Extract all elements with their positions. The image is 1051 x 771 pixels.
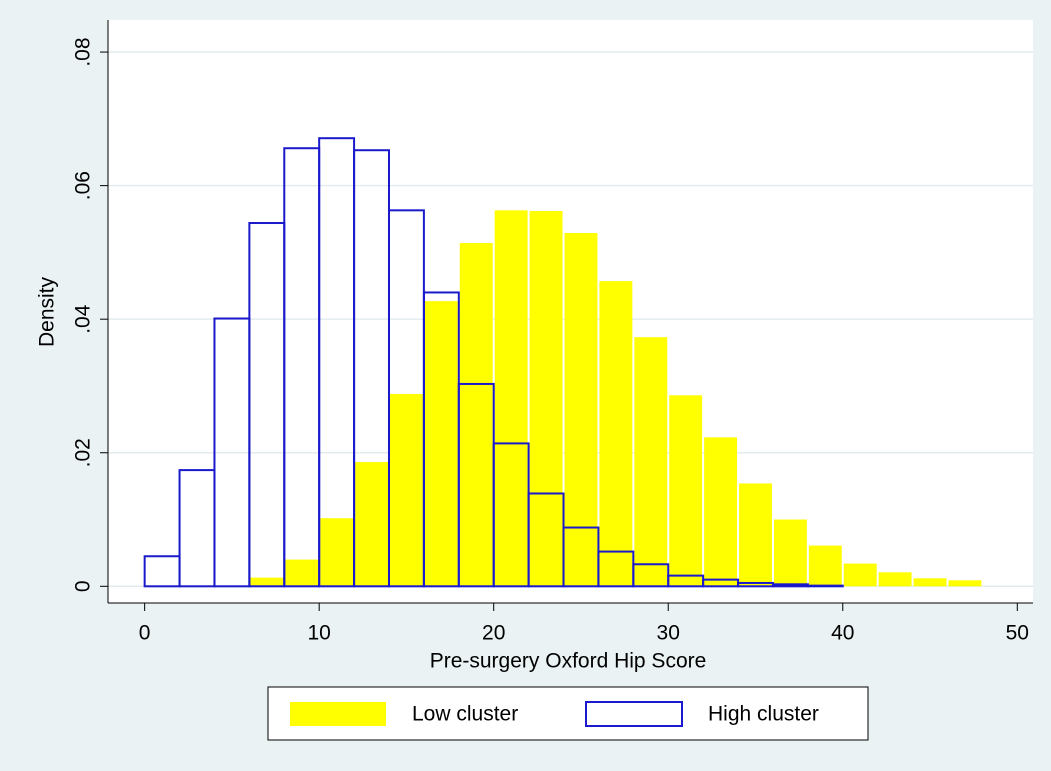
histogram-bar [320, 518, 354, 587]
histogram-bar [806, 584, 844, 588]
y-axis-title: Density [36, 276, 59, 347]
histogram-bar [355, 462, 388, 587]
histogram-bar [389, 393, 423, 587]
legend-label: Low cluster [412, 703, 518, 726]
histogram-bar [529, 210, 563, 587]
histogram-bar [424, 301, 458, 587]
histogram-bar [948, 580, 982, 587]
x-axis-title: Pre-surgery Oxford Hip Score [430, 650, 707, 673]
y-tick-label: .08 [72, 37, 95, 66]
histogram-bar [739, 483, 772, 587]
histogram-bar [843, 563, 877, 587]
x-tick-label: 0 [139, 622, 151, 645]
histogram-bar [808, 545, 842, 587]
legend-swatch [290, 702, 386, 726]
legend-label: High cluster [708, 703, 819, 726]
histogram-bar [285, 559, 319, 587]
x-tick-label: 40 [831, 622, 854, 645]
histogram-bar [669, 395, 703, 587]
histogram-bar [599, 281, 633, 587]
histogram-bar [494, 210, 528, 587]
y-tick-label: .02 [72, 438, 95, 467]
legend-swatch [585, 701, 683, 727]
histogram-bar [878, 572, 912, 587]
x-tick-label: 30 [657, 622, 680, 645]
histogram-bar [459, 243, 493, 587]
x-tick-label: 20 [482, 622, 505, 645]
histogram-bar [913, 578, 947, 587]
histogram-bar [634, 337, 668, 587]
histogram-bar [773, 519, 807, 587]
legend: Low cluster High cluster [267, 686, 869, 741]
x-tick-label: 50 [1006, 622, 1029, 645]
histogram-bar [250, 577, 284, 587]
histogram-bar [704, 437, 738, 587]
y-tick-label: 0 [72, 580, 95, 592]
histogram-bar [564, 233, 598, 587]
y-tick-label: .06 [72, 171, 95, 200]
x-tick-label: 10 [307, 622, 330, 645]
y-tick-label: .04 [72, 304, 95, 334]
